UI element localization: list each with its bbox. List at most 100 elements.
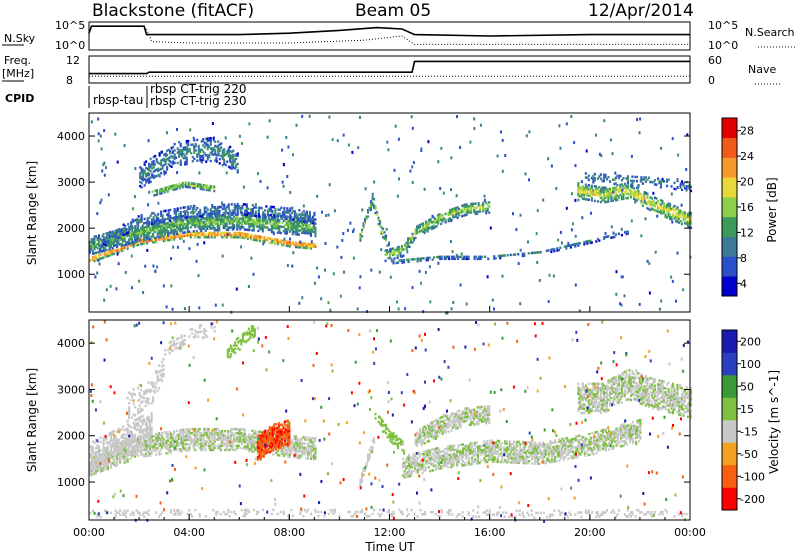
noise-cell: [465, 302, 468, 306]
data-cell: [176, 151, 179, 154]
data-cell: [104, 249, 107, 252]
data-cell: [219, 432, 222, 435]
data-cell: [116, 459, 119, 463]
data-cell: [137, 215, 140, 218]
data-cell: [240, 226, 243, 229]
data-cell: [311, 243, 314, 246]
data-cell: [195, 438, 198, 441]
data-cell: [577, 244, 580, 247]
data-cell: [198, 223, 201, 227]
data-cell: [144, 240, 147, 243]
data-cell: [164, 348, 167, 352]
data-cell: [180, 435, 183, 438]
power-colorbar-swatch: [722, 276, 737, 297]
data-cell: [252, 431, 255, 435]
data-cell: [135, 438, 138, 441]
data-cell: [383, 235, 386, 238]
data-cell: [664, 213, 667, 216]
noise-cell: [261, 215, 264, 219]
data-cell: [279, 241, 282, 244]
data-cell: [161, 214, 164, 217]
data-cell: [162, 218, 165, 221]
data-cell: [95, 235, 98, 238]
data-cell: [116, 453, 119, 457]
data-cell: [155, 160, 158, 163]
data-cell: [119, 456, 122, 459]
data-cell: [141, 400, 144, 403]
data-cell: [635, 175, 638, 179]
nave-tick-bottom: 0: [708, 74, 715, 87]
noise-cell: [193, 205, 195, 209]
data-cell: [166, 168, 169, 171]
data-cell: [200, 444, 203, 447]
data-cell: [192, 186, 195, 190]
data-cell: [264, 219, 267, 223]
data-cell: [230, 444, 233, 447]
data-cell: [604, 188, 607, 191]
data-cell: [191, 217, 194, 221]
data-cell: [556, 249, 559, 252]
data-cell: [390, 247, 393, 251]
data-cell: [243, 432, 246, 436]
data-cell: [213, 330, 216, 333]
noise-cell: [226, 233, 229, 237]
data-cell: [222, 220, 225, 223]
data-cell: [449, 219, 452, 222]
data-cell: [134, 240, 137, 244]
data-cell: [419, 230, 422, 233]
data-cell: [182, 219, 185, 222]
data-cell: [254, 442, 257, 445]
data-cell: [155, 382, 158, 385]
data-cell: [416, 231, 419, 235]
data-cell: [538, 251, 541, 254]
data-cell: [286, 215, 289, 218]
data-cell: [118, 236, 121, 239]
data-cell: [422, 228, 425, 231]
data-cell: [179, 221, 182, 225]
data-cell: [634, 190, 637, 193]
data-cell: [222, 438, 225, 441]
data-cell: [201, 227, 204, 231]
data-cell: [132, 241, 135, 244]
data-cell: [169, 151, 172, 155]
data-cell: [306, 230, 309, 233]
data-cell: [144, 448, 147, 452]
data-cell: [243, 445, 246, 448]
data-cell: [629, 179, 632, 183]
data-cell: [122, 237, 125, 241]
data-cell: [168, 447, 171, 450]
data-cell: [193, 151, 196, 154]
noise-cell: [660, 146, 663, 150]
data-cell: [135, 238, 138, 241]
noise-cell: [107, 193, 110, 197]
data-cell: [105, 441, 108, 445]
data-cell: [168, 449, 171, 452]
data-cell: [95, 465, 98, 469]
data-cell: [89, 240, 92, 244]
data-cell: [102, 439, 105, 442]
data-cell: [173, 231, 176, 234]
data-cell: [90, 473, 93, 477]
data-cell: [517, 253, 520, 256]
data-cell: [193, 147, 196, 150]
data-cell: [93, 245, 96, 249]
data-cell: [166, 166, 169, 169]
data-cell: [523, 252, 526, 255]
data-cell: [92, 258, 95, 261]
data-cell: [422, 222, 425, 225]
data-cell: [152, 222, 155, 225]
data-cell: [470, 206, 473, 210]
data-cell: [128, 406, 131, 409]
data-cell: [198, 227, 201, 231]
data-cell: [102, 464, 105, 467]
data-cell: [139, 218, 142, 221]
data-cell: [96, 465, 99, 468]
noise-cell: [536, 209, 539, 213]
data-cell: [111, 445, 114, 448]
noise-cell: [620, 303, 623, 307]
data-cell: [218, 210, 221, 213]
data-cell: [643, 190, 646, 194]
data-cell: [488, 211, 491, 214]
data-cell: [197, 233, 200, 237]
data-cell: [188, 234, 191, 237]
